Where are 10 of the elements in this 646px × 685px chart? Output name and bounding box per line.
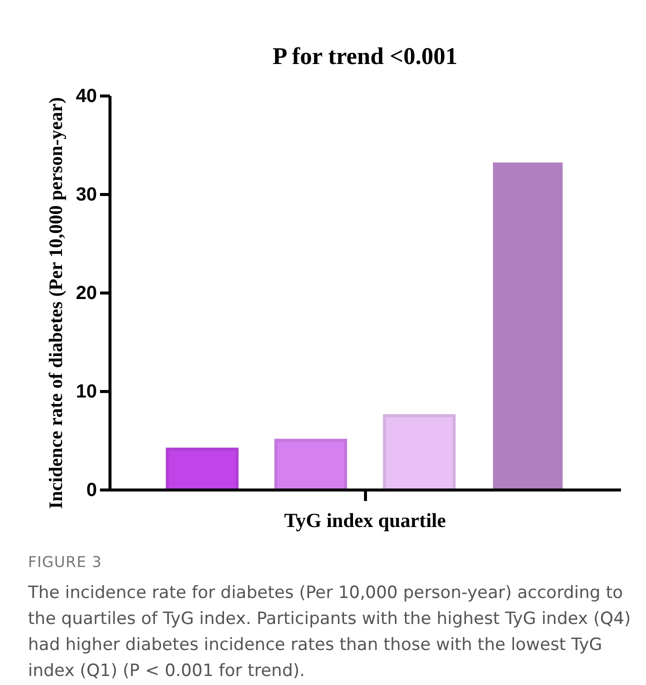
y-tick-label: 20 <box>76 283 97 304</box>
caption: FIGURE 3 <box>28 553 102 571</box>
y-tick-label: 10 <box>76 382 97 403</box>
x-axis-title: TyG index quartile <box>284 510 446 532</box>
y-axis-title: Incidence rate of diabetes (Per 10,000 person-year) <box>46 97 67 509</box>
y-tick-label: 0 <box>86 480 97 502</box>
chart-title: P for trend <0.001 <box>272 44 458 70</box>
text: The incidence rate for diabetes (Per 10,000 person-year) according to the quartiles of TyG index. Participants with the highest TyG index (Q4) had higher diabetes incidence rates than those with the lowest TyG index (Q1) (P < 0.001 for trend). <box>28 582 632 683</box>
y-tick-label: 30 <box>76 184 97 206</box>
y-tick-label: 40 <box>76 86 97 108</box>
